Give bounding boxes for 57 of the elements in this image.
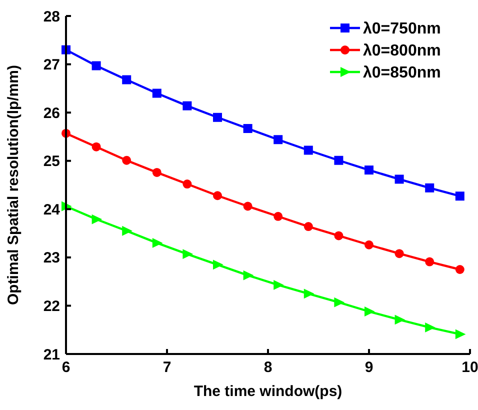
y-tick-label: 26 (43, 104, 60, 122)
point (304, 222, 313, 232)
point (274, 135, 283, 144)
point (394, 249, 404, 258)
point (122, 156, 132, 165)
legend-label: λ0=850nm (363, 64, 441, 82)
point (364, 306, 375, 316)
point (304, 146, 313, 155)
point (152, 88, 162, 98)
point (394, 174, 404, 184)
y-tick-label: 28 (43, 8, 60, 26)
point (334, 231, 344, 240)
point (92, 214, 102, 224)
point (304, 288, 314, 299)
x-tick-label: 7 (162, 359, 172, 376)
y-tick-label: 24 (43, 201, 61, 218)
point (92, 142, 101, 152)
point (182, 249, 194, 259)
point (274, 280, 284, 290)
y-tick-label: 22 (43, 298, 60, 315)
point (92, 61, 101, 70)
point (122, 226, 132, 236)
x-tick-label: 9 (364, 359, 374, 376)
point (455, 192, 464, 201)
point (243, 124, 252, 134)
point (455, 329, 466, 340)
y-tick-label: 23 (43, 250, 60, 267)
point (152, 168, 162, 177)
legend-label: λ0=800nm (363, 42, 441, 60)
x-tick-label: 6 (62, 359, 70, 376)
legend-label: λ0=750nm (363, 20, 441, 38)
point (334, 156, 344, 165)
point (243, 202, 252, 211)
point (182, 101, 192, 110)
point (122, 75, 132, 84)
x-tick-label: 10 (462, 359, 478, 376)
point (364, 240, 374, 250)
point (455, 265, 464, 274)
x-tick-label: 8 (264, 359, 272, 376)
point (213, 191, 222, 200)
point (425, 322, 436, 332)
point (334, 297, 345, 308)
point (274, 212, 283, 221)
point (182, 180, 192, 189)
point (425, 183, 434, 192)
point (213, 260, 224, 270)
y-tick-label: 21 (43, 346, 60, 364)
y-tick-label: 25 (43, 153, 60, 170)
point (425, 257, 434, 266)
point (213, 112, 222, 122)
x-axis-title: The time window(ps) (194, 383, 342, 400)
y-tick-label: 27 (43, 56, 60, 74)
point (243, 270, 254, 280)
point (394, 314, 406, 325)
y-axis-title: Optimal Spatial resolution(lp/mm) (5, 64, 22, 306)
point (364, 166, 374, 175)
point (152, 238, 163, 248)
